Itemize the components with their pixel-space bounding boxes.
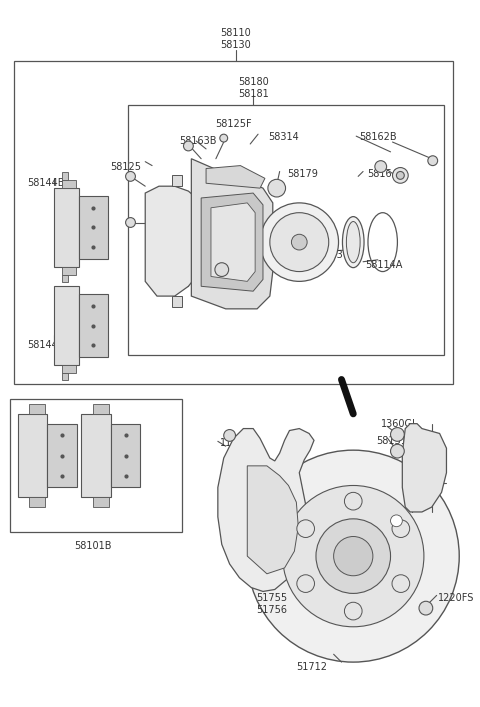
Text: 58113: 58113 bbox=[312, 250, 343, 260]
Text: 58144B: 58144B bbox=[27, 178, 65, 188]
Circle shape bbox=[220, 134, 228, 142]
Text: 51712: 51712 bbox=[297, 662, 327, 672]
Circle shape bbox=[334, 537, 373, 575]
Polygon shape bbox=[62, 365, 75, 373]
Text: 58162B: 58162B bbox=[359, 132, 397, 142]
Polygon shape bbox=[62, 267, 75, 274]
Circle shape bbox=[345, 602, 362, 620]
Circle shape bbox=[126, 172, 135, 181]
Circle shape bbox=[297, 575, 314, 592]
Circle shape bbox=[345, 492, 362, 510]
Text: 58125F: 58125F bbox=[215, 119, 252, 129]
Circle shape bbox=[391, 515, 402, 527]
Text: 58144B: 58144B bbox=[27, 340, 65, 350]
Circle shape bbox=[419, 601, 433, 615]
Polygon shape bbox=[62, 180, 75, 188]
Polygon shape bbox=[111, 423, 140, 487]
Polygon shape bbox=[29, 497, 45, 507]
Circle shape bbox=[375, 160, 386, 173]
Circle shape bbox=[268, 180, 286, 197]
Text: 51755
51756: 51755 51756 bbox=[256, 593, 288, 615]
Polygon shape bbox=[93, 497, 109, 507]
Circle shape bbox=[224, 430, 236, 441]
Text: 58125: 58125 bbox=[110, 162, 141, 172]
Polygon shape bbox=[247, 466, 298, 574]
Circle shape bbox=[126, 218, 135, 228]
Polygon shape bbox=[29, 404, 45, 414]
Polygon shape bbox=[47, 423, 76, 487]
Circle shape bbox=[183, 141, 193, 151]
Polygon shape bbox=[201, 193, 263, 291]
Circle shape bbox=[393, 168, 408, 183]
Bar bbox=[14, 61, 453, 385]
Ellipse shape bbox=[342, 216, 364, 268]
Circle shape bbox=[316, 519, 391, 593]
Text: 58179: 58179 bbox=[288, 168, 318, 179]
Circle shape bbox=[428, 156, 438, 165]
Polygon shape bbox=[145, 186, 211, 296]
Text: 58180
58181: 58180 58181 bbox=[238, 77, 268, 99]
Text: 58164B: 58164B bbox=[249, 250, 287, 260]
Circle shape bbox=[270, 213, 329, 271]
Circle shape bbox=[297, 520, 314, 537]
Polygon shape bbox=[18, 414, 47, 497]
Circle shape bbox=[392, 575, 409, 592]
Polygon shape bbox=[218, 428, 314, 592]
Polygon shape bbox=[211, 203, 255, 281]
Circle shape bbox=[283, 486, 424, 627]
Text: 1220FS: 1220FS bbox=[438, 593, 474, 603]
Text: 58101B: 58101B bbox=[74, 542, 112, 551]
Circle shape bbox=[247, 450, 459, 662]
Polygon shape bbox=[62, 173, 68, 180]
Text: 58314: 58314 bbox=[268, 132, 299, 142]
Text: 58161B: 58161B bbox=[214, 239, 252, 249]
Text: 58163B: 58163B bbox=[180, 136, 217, 146]
Text: 58164B: 58164B bbox=[367, 168, 405, 179]
Polygon shape bbox=[62, 373, 68, 380]
Bar bbox=[10, 399, 181, 532]
Polygon shape bbox=[93, 404, 109, 414]
Polygon shape bbox=[79, 294, 108, 357]
Text: 1360GJ: 1360GJ bbox=[381, 419, 416, 428]
Polygon shape bbox=[79, 196, 108, 259]
Text: 58112: 58112 bbox=[285, 239, 315, 249]
Text: 1129ED: 1129ED bbox=[220, 438, 258, 448]
Bar bbox=[128, 105, 444, 355]
Circle shape bbox=[291, 234, 307, 250]
Polygon shape bbox=[62, 274, 68, 282]
Polygon shape bbox=[402, 423, 446, 512]
Polygon shape bbox=[54, 188, 79, 267]
Circle shape bbox=[391, 444, 404, 458]
Text: 58114A: 58114A bbox=[365, 259, 402, 270]
Circle shape bbox=[391, 428, 404, 441]
Polygon shape bbox=[82, 414, 111, 497]
Ellipse shape bbox=[347, 221, 360, 263]
Polygon shape bbox=[192, 158, 273, 309]
Polygon shape bbox=[172, 175, 181, 186]
Text: 58151B: 58151B bbox=[376, 436, 413, 446]
Polygon shape bbox=[54, 286, 79, 365]
Circle shape bbox=[215, 263, 228, 276]
Polygon shape bbox=[172, 296, 181, 307]
Circle shape bbox=[392, 520, 409, 537]
Text: 58110
58130: 58110 58130 bbox=[220, 28, 251, 49]
Polygon shape bbox=[206, 165, 265, 188]
Circle shape bbox=[396, 172, 404, 180]
Circle shape bbox=[260, 203, 338, 281]
